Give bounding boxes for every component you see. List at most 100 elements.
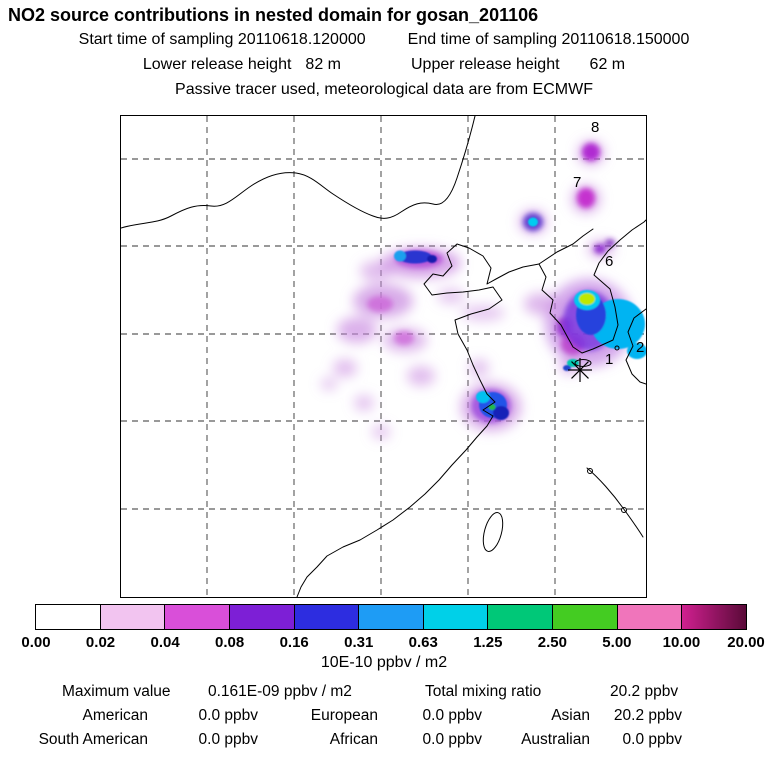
colorbar-ticks: 0.00 0.02 0.04 0.08 0.16 0.31 0.63 1.25 2.50 5.00… (21, 634, 764, 652)
lower-release-value: 82 m (305, 56, 341, 73)
upper-release-value: 62 m (589, 56, 626, 73)
island-dot (621, 507, 627, 513)
korea-coastline (538, 219, 646, 354)
plume-blob (627, 343, 646, 359)
colorbar-segment (359, 605, 424, 629)
plume-blob (437, 288, 465, 304)
region-value: 0.0 ppbv (198, 731, 258, 748)
release-heights-line: Lower release height 82 m Upper release … (0, 56, 768, 74)
colorbar-tick-label: 2.50 (537, 634, 567, 651)
region-name: African (329, 731, 378, 748)
colorbar-segment (553, 605, 618, 629)
taiwan-island (482, 512, 504, 552)
colorbar-tick-label: 5.00 (602, 634, 632, 651)
colorbar-tick-label: 0.63 (408, 634, 438, 651)
colorbar-segment (165, 605, 230, 629)
colorbar-tick-label: 10.00 (662, 634, 701, 651)
region-name: European (310, 707, 378, 724)
colorbar-tick-label: 0.00 (21, 634, 51, 651)
source-number-label: 6 (605, 253, 613, 270)
colorbar-segment (488, 605, 554, 629)
region-value: 0.0 ppbv (198, 707, 258, 724)
colorbar-segment (36, 605, 101, 629)
colorbar-segment (100, 605, 166, 629)
plume-blob (354, 395, 374, 411)
plume-blob (469, 359, 489, 377)
plume-blob (333, 359, 357, 377)
colorbar-tick-label: 0.31 (344, 634, 374, 651)
colorbar-segment (682, 605, 747, 629)
colorbar-tick-label: 0.16 (279, 634, 309, 651)
colorbar-tick-label: 1.25 (473, 634, 503, 651)
region-mixing-row-1: American 0.0 ppbv European 0.0 ppbv Asia… (0, 707, 768, 725)
colorbar-tick-label: 0.04 (150, 634, 180, 651)
region-value: 20.2 ppbv (613, 707, 682, 724)
colorbar (35, 604, 747, 630)
colorbar-segment (294, 605, 360, 629)
coastlines (121, 116, 646, 597)
china-coastline (296, 243, 540, 597)
island-dot (587, 468, 593, 474)
region-mixing-row-2: South American 0.0 ppbv African 0.0 ppbv… (0, 731, 768, 749)
kyushu-coastline (625, 308, 646, 385)
grid-lines (121, 116, 646, 597)
summary-stats-line: Maximum value 0.161E-09 ppbv / m2 Total … (0, 683, 768, 701)
region-name: American (82, 707, 148, 724)
plume-blob (394, 250, 406, 262)
total-ratio-value: 20.2 ppbv (610, 683, 679, 700)
plume-blob (582, 143, 600, 161)
plume-blob (488, 404, 496, 410)
ryukyu-island-arc (586, 467, 644, 538)
plume-blob (398, 250, 432, 264)
region-name: Australian (521, 731, 590, 748)
korea-china-border (538, 228, 594, 265)
northern-border-line (121, 116, 476, 229)
plume-blob (367, 296, 393, 312)
plume-blob (577, 188, 595, 208)
map-markers: 8 7 6 1 2 (568, 119, 644, 382)
plume-blob (321, 378, 337, 390)
total-ratio-label: Total mixing ratio (425, 683, 542, 700)
tracer-info-text: Passive tracer used, meteorological data… (175, 81, 593, 98)
max-value-text: 0.161E-09 ppbv / m2 (208, 683, 352, 700)
colorbar-tick-label: 0.08 (215, 634, 245, 651)
plume-blob (461, 305, 505, 321)
tsushima-island (614, 345, 620, 351)
source-number-label: 1 (605, 351, 613, 368)
region-name: Asian (551, 707, 590, 724)
plume-blob (372, 425, 390, 439)
source-number-label: 7 (573, 174, 581, 191)
colorbar-segment (423, 605, 489, 629)
max-value-label: Maximum value (62, 683, 171, 700)
plume-blob (337, 317, 377, 343)
plume-blob (476, 391, 490, 403)
sampling-times-line: Start time of sampling 20110618.120000 E… (0, 31, 768, 49)
map-canvas: 8 7 6 1 2 (121, 116, 646, 597)
region-name: South American (38, 731, 148, 748)
colorbar-segment (617, 605, 683, 629)
receptor-asterisk-spoke (571, 361, 589, 379)
colorbar-tick-label: 0.02 (85, 634, 116, 651)
end-time-text: End time of sampling 20110618.150000 (407, 31, 690, 48)
start-time-text: Start time of sampling 20110618.120000 (78, 31, 366, 48)
plume-blob (493, 406, 509, 420)
map-panel: 8 7 6 1 2 (120, 115, 647, 598)
colorbar-units-label: 10E-10 ppbv / m2 (320, 654, 448, 671)
plume-blob (407, 366, 435, 386)
plume-blob (427, 255, 437, 263)
colorbar-segment (229, 605, 295, 629)
plume-blob (528, 217, 538, 227)
page-title: NO2 source contributions in nested domai… (8, 5, 539, 25)
region-value: 0.0 ppbv (422, 731, 482, 748)
plume-blob (394, 331, 414, 345)
plume-blob (579, 293, 595, 305)
upper-release-label: Upper release height (411, 56, 560, 73)
plume-blob (594, 244, 606, 254)
source-number-label: 8 (591, 119, 599, 136)
colorbar-tick-label: 20.00 (727, 634, 765, 651)
plume-blob (524, 293, 558, 315)
receptor-asterisk-marker (568, 358, 592, 382)
region-value: 0.0 ppbv (422, 707, 482, 724)
tracer-info-line: Passive tracer used, meteorological data… (0, 81, 768, 99)
